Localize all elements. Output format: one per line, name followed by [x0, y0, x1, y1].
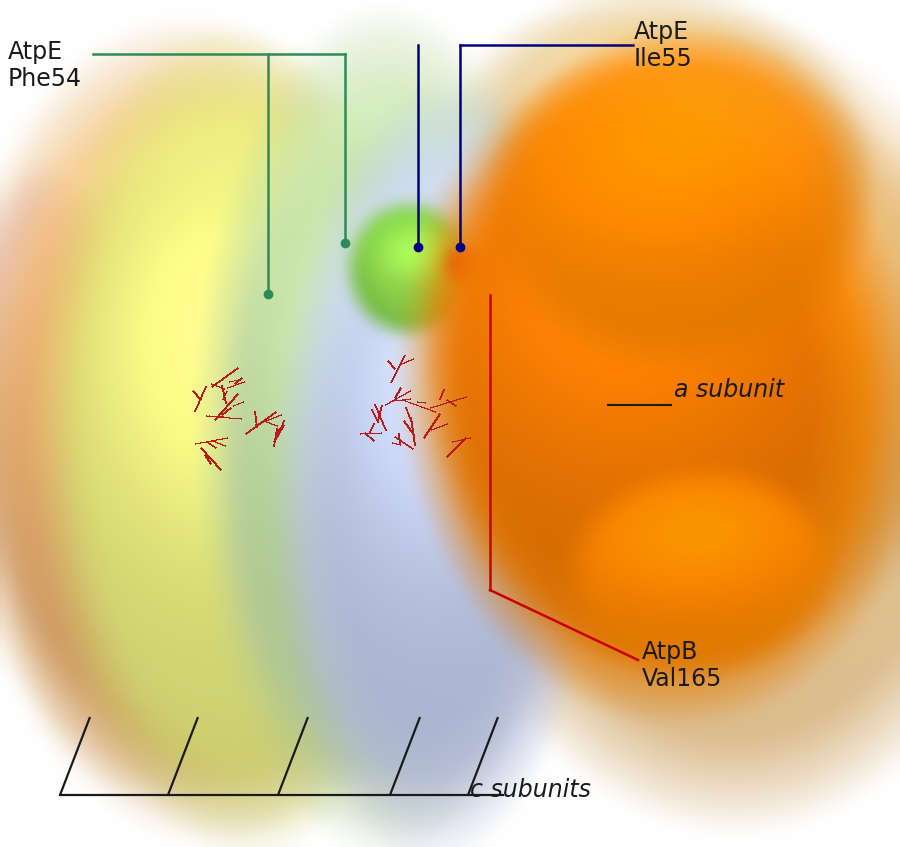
Text: a subunit: a subunit — [674, 378, 784, 402]
Text: AtpE
Ile55: AtpE Ile55 — [634, 20, 693, 71]
Text: c subunits: c subunits — [470, 778, 591, 802]
Text: AtpB
Val165: AtpB Val165 — [642, 640, 723, 691]
Text: AtpE
Phe54: AtpE Phe54 — [8, 40, 82, 91]
